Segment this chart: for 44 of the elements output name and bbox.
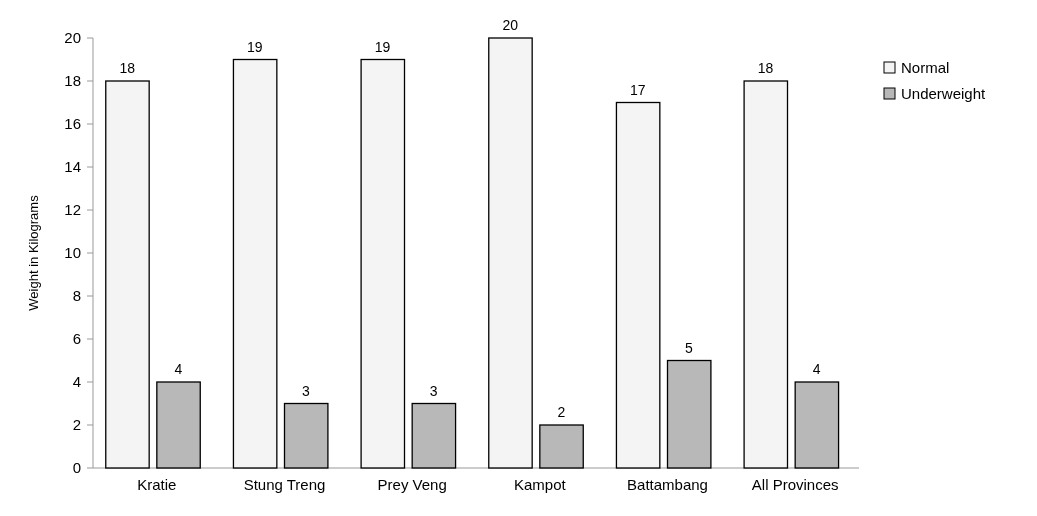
- bar: [615, 101, 661, 469]
- y-tick-label: 14: [64, 158, 81, 176]
- y-axis-title: Weight in Kilograms: [26, 194, 41, 311]
- bar: [743, 80, 789, 469]
- y-tick-label: 6: [72, 330, 81, 348]
- legend-label: Normal: [901, 59, 950, 77]
- x-tick-label: Kampot: [513, 476, 567, 493]
- y-tick-label: 16: [64, 115, 81, 133]
- data-label: 18: [757, 60, 774, 76]
- x-tick-label: All Provinces: [751, 476, 839, 493]
- bar: [360, 58, 406, 469]
- y-tick-label: 2: [72, 416, 81, 434]
- data-label: 17: [630, 81, 646, 98]
- data-label: 4: [812, 361, 821, 377]
- data-label: 4: [174, 361, 183, 377]
- data-label: 5: [685, 339, 694, 356]
- data-label: 3: [429, 382, 438, 399]
- bar: [488, 37, 533, 469]
- bar: [539, 424, 584, 469]
- x-tick-label: Stung Treng: [243, 476, 326, 493]
- bar: [105, 80, 150, 469]
- data-label: 2: [557, 404, 566, 420]
- bar: [666, 359, 712, 469]
- data-label: 20: [502, 17, 519, 33]
- bar: [794, 381, 840, 469]
- data-label: 3: [302, 382, 311, 399]
- data-label: 19: [374, 38, 391, 55]
- data-label: 18: [119, 60, 136, 76]
- bar: [283, 402, 329, 469]
- y-tick-label: 8: [72, 287, 81, 305]
- y-tick-label: 18: [64, 72, 81, 90]
- data-label: 19: [247, 38, 263, 55]
- x-tick-label: Prey Veng: [377, 476, 447, 493]
- legend-label: Underweight: [901, 85, 987, 103]
- y-tick-label: 20: [64, 29, 81, 47]
- y-tick-label: 4: [72, 373, 81, 391]
- x-tick-label: Kratie: [137, 476, 177, 493]
- bar: [232, 58, 278, 469]
- y-tick-label: 12: [64, 201, 81, 219]
- bar: [411, 402, 457, 469]
- y-tick-label: 0: [72, 459, 81, 477]
- y-tick-label: 10: [64, 244, 81, 262]
- x-tick-label: Battambang: [627, 476, 708, 493]
- bar: [156, 381, 201, 469]
